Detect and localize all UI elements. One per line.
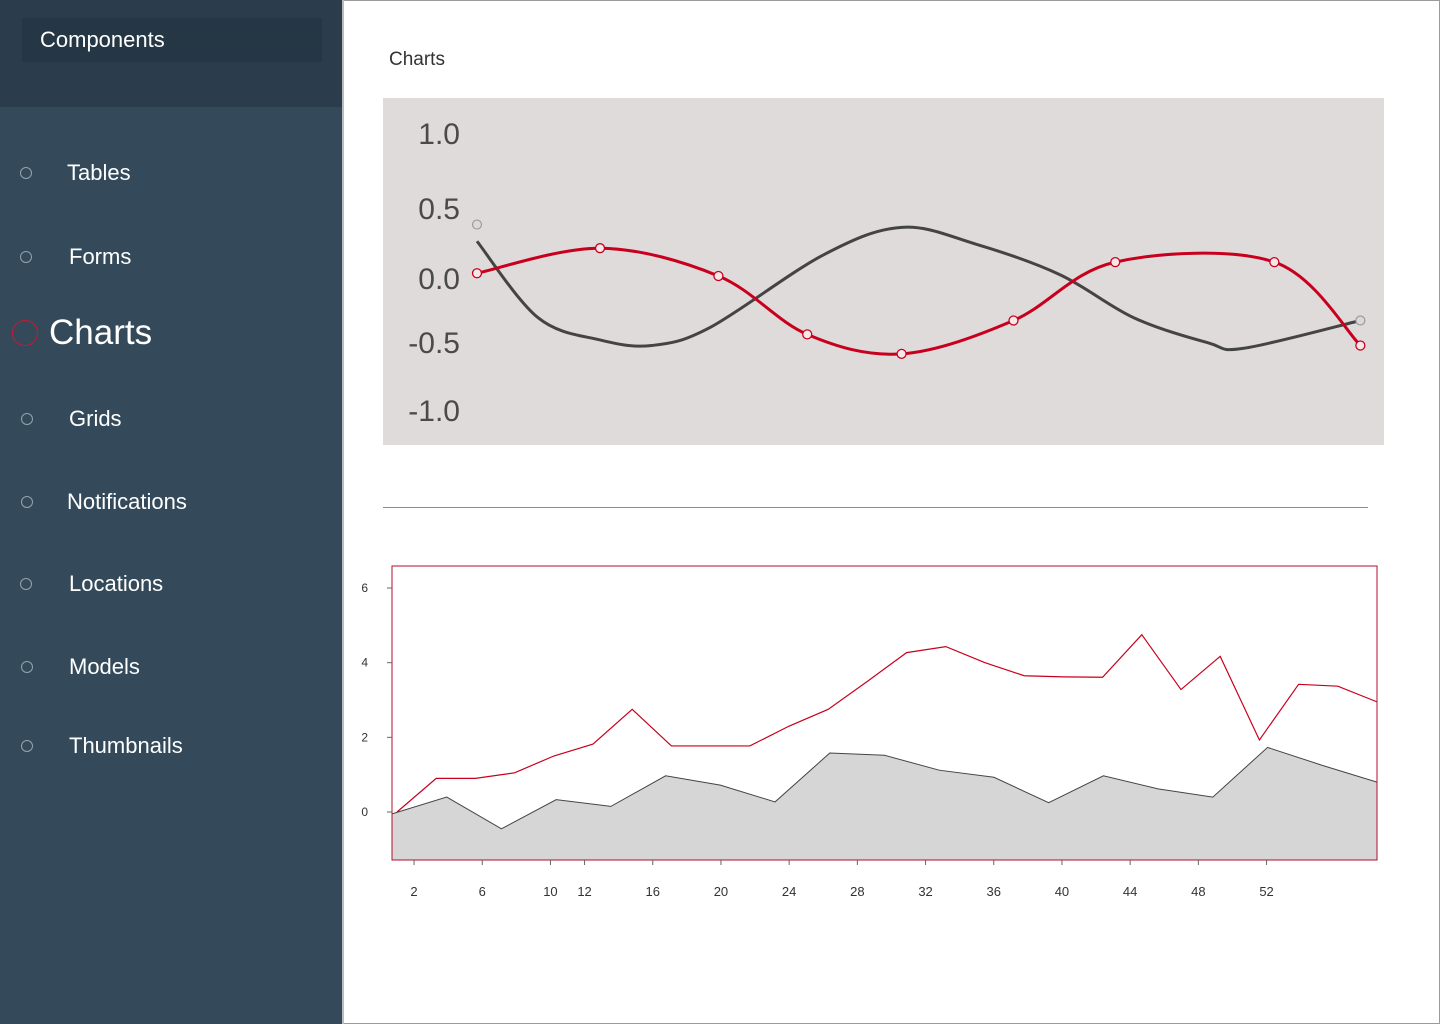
sidebar-item-label: Thumbnails: [69, 733, 183, 758]
x-tick-label: 52: [1259, 884, 1273, 899]
x-tick-label: 28: [850, 884, 864, 899]
data-point-marker: [1008, 315, 1019, 326]
series-line: [396, 633, 1378, 813]
sidebar-item-label: Notifications: [67, 489, 187, 514]
x-tick-label: 36: [987, 884, 1001, 899]
sidebar-item-label: Grids: [69, 406, 122, 431]
series-area: [391, 746, 1378, 861]
sidebar-title: Components: [22, 18, 322, 62]
x-tick-label: 24: [782, 884, 796, 899]
data-point-marker: [802, 329, 813, 340]
sidebar-item-forms[interactable]: Forms: [0, 232, 343, 282]
sidebar-item-grids[interactable]: Grids: [0, 394, 343, 444]
x-tick-label: 40: [1055, 884, 1069, 899]
sidebar: Components Tables Forms Charts Grids Not…: [0, 0, 343, 1024]
x-tick-label: 2: [410, 884, 417, 899]
y-tick-label: 0: [361, 805, 368, 819]
sidebar-item-notifications[interactable]: Notifications: [0, 477, 343, 527]
sidebar-header: Components: [0, 0, 343, 107]
sidebar-item-label: Locations: [69, 571, 164, 596]
sidebar-item-label: Models: [69, 654, 140, 679]
sidebar-item-label: Forms: [69, 244, 132, 269]
page-title: Charts: [389, 49, 445, 70]
y-tick-label: 2: [361, 730, 368, 744]
data-point-marker: [1269, 256, 1280, 268]
x-tick-label: 32: [918, 884, 932, 899]
radio-icon: [21, 413, 33, 425]
data-point-marker: [1355, 315, 1366, 326]
sidebar-item-thumbnails[interactable]: Thumbnails: [0, 721, 343, 771]
radio-icon: [21, 661, 33, 673]
y-tick-label: -1.0: [408, 395, 460, 428]
plot-frame: [391, 565, 1378, 861]
radio-icon: [20, 578, 32, 590]
x-tick-label: 6: [479, 884, 486, 899]
data-point-marker: [1110, 256, 1121, 268]
y-tick-label: 0.0: [418, 263, 460, 296]
sidebar-item-locations[interactable]: Locations: [0, 559, 343, 609]
y-tick-label: -0.5: [408, 327, 460, 360]
y-tick-label: 0.5: [418, 193, 460, 226]
charts-separator: [383, 507, 1368, 508]
data-point-marker: [471, 268, 483, 279]
radio-selected-icon: [12, 320, 38, 346]
data-point-marker: [594, 243, 606, 254]
x-tick-label: 44: [1123, 884, 1137, 899]
data-point-marker: [1355, 340, 1366, 351]
spline-chart-panel: [383, 98, 1384, 445]
sidebar-divider: [342, 0, 344, 1024]
y-tick-label: 6: [361, 581, 368, 595]
y-tick-label: 1.0: [418, 118, 460, 151]
series-line-dark: [475, 225, 1361, 352]
x-tick-label: 16: [646, 884, 660, 899]
data-point-marker: [471, 219, 483, 230]
radio-icon: [21, 496, 33, 508]
data-point-marker: [713, 270, 724, 282]
x-tick-label: 20: [714, 884, 728, 899]
sidebar-item-models[interactable]: Models: [0, 642, 343, 692]
sidebar-item-charts[interactable]: Charts: [0, 308, 343, 358]
y-tick-label: 4: [361, 656, 368, 670]
x-tick-label: 10: [543, 884, 557, 899]
x-tick-label: 12: [577, 884, 591, 899]
sidebar-item-tables[interactable]: Tables: [0, 148, 343, 198]
x-tick-label: 48: [1191, 884, 1205, 899]
radio-icon: [21, 740, 33, 752]
radio-icon: [20, 167, 32, 179]
radio-icon: [20, 251, 32, 263]
sidebar-item-label: Tables: [67, 160, 131, 185]
sidebar-item-label: Charts: [49, 313, 153, 352]
data-point-marker: [896, 348, 907, 359]
